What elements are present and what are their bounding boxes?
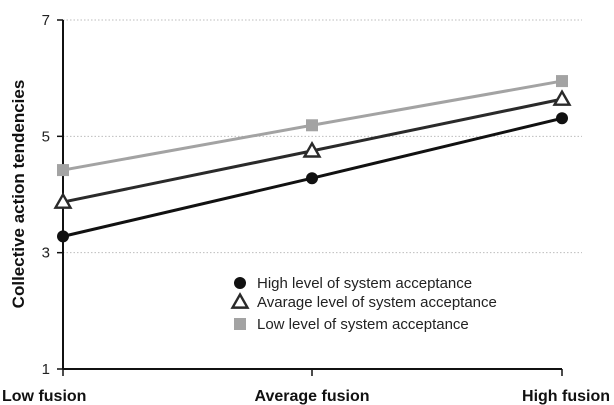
grid-lines <box>63 19 582 254</box>
legend-marker <box>234 277 246 289</box>
data-point <box>552 89 572 106</box>
y-tick-label: 5 <box>42 128 50 145</box>
x-category-label: Average fusion <box>255 388 370 405</box>
data-point <box>302 140 322 158</box>
data-point <box>306 119 318 132</box>
data-point <box>556 112 568 125</box>
series-group <box>53 75 572 243</box>
series-markers-1 <box>53 89 572 209</box>
legend: High level of system acceptance Avarage l… <box>230 275 497 333</box>
data-point <box>53 192 73 209</box>
legend-label: Avarage level of system acceptance <box>257 294 497 311</box>
data-point <box>306 172 318 185</box>
legend-marker <box>230 292 250 309</box>
legend-marker <box>234 318 246 330</box>
data-point <box>556 75 568 88</box>
y-ticks: 1 3 5 7 <box>42 12 63 378</box>
data-point <box>57 164 69 177</box>
series-markers-0 <box>57 112 568 243</box>
x-category-label: Low fusion <box>2 388 86 405</box>
legend-item: Low level of system acceptance <box>234 316 469 333</box>
legend-item: Avarage level of system acceptance <box>230 292 497 311</box>
x-ticks: Low fusion Average fusion High fusion <box>2 369 610 405</box>
legend-label: Low level of system acceptance <box>257 316 469 333</box>
data-point <box>57 230 69 243</box>
legend-item: High level of system acceptance <box>234 275 472 292</box>
series-markers-2 <box>57 75 568 177</box>
x-category-label: High fusion <box>522 388 610 405</box>
y-tick-label: 1 <box>42 361 50 378</box>
legend-label: High level of system acceptance <box>257 275 472 292</box>
y-tick-label: 7 <box>42 12 50 29</box>
y-axis-title: Collective action tendencies <box>9 80 28 309</box>
y-tick-label: 3 <box>42 245 50 262</box>
